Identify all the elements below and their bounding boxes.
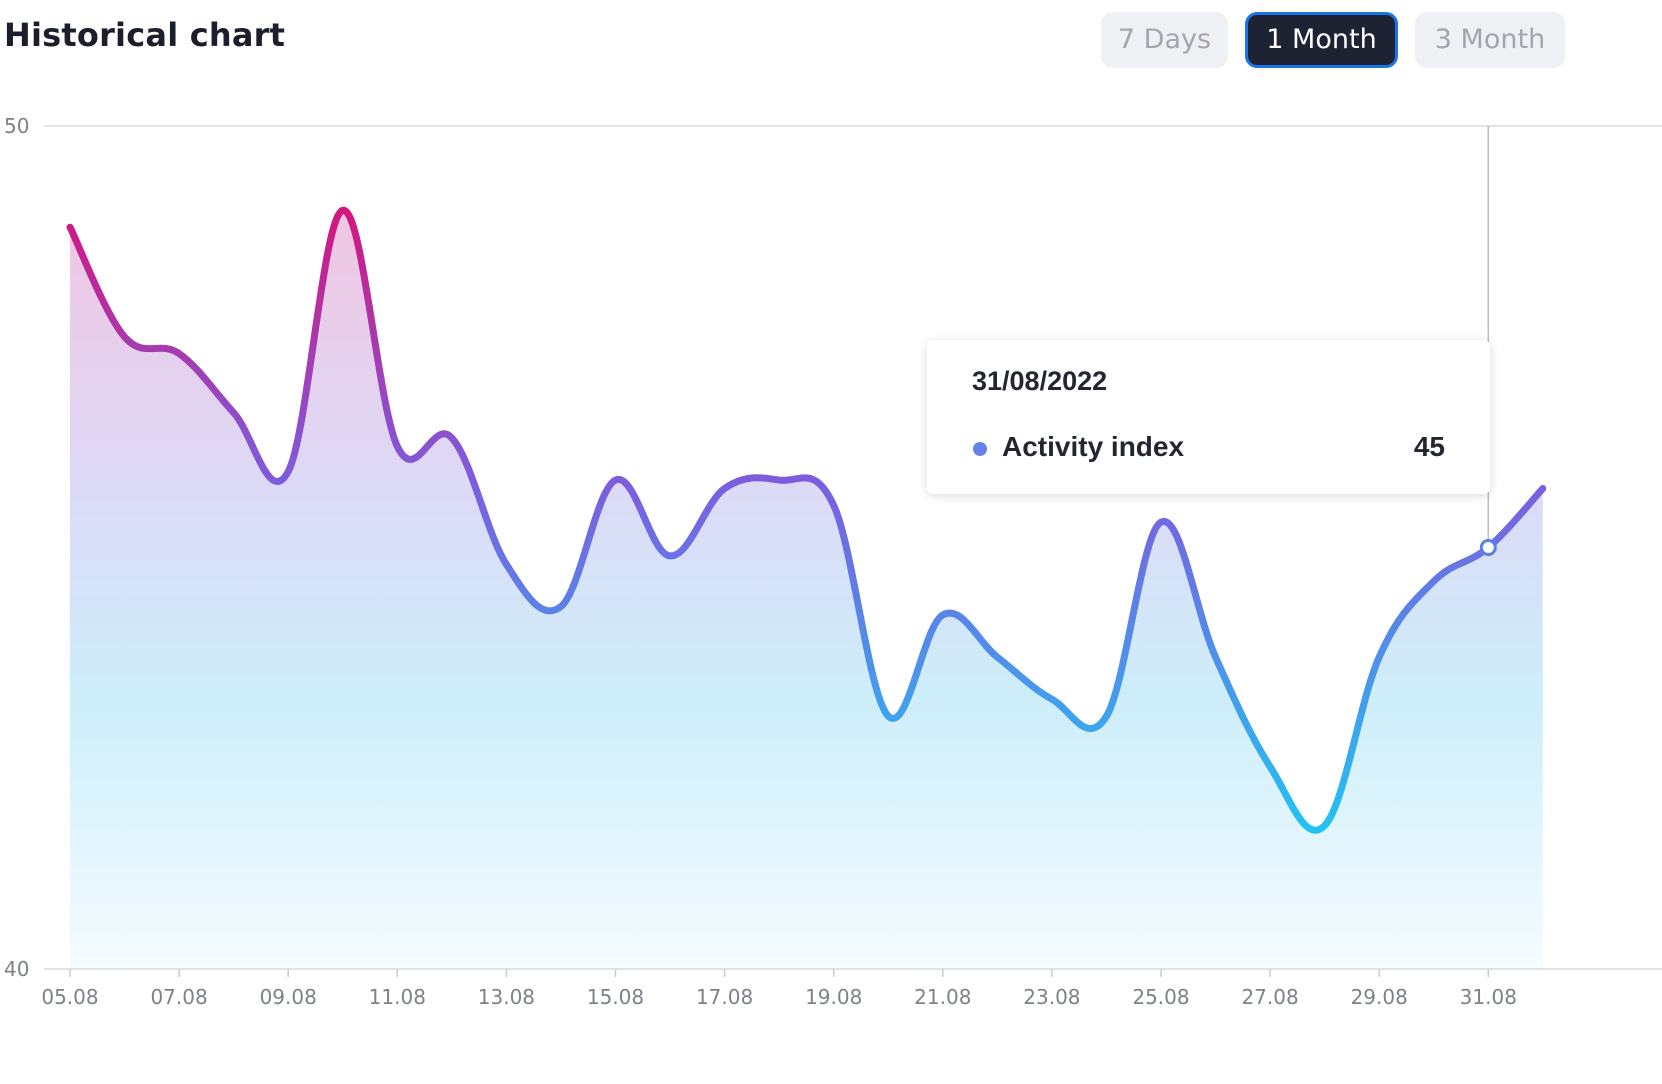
tooltip-value: 45 — [1413, 431, 1445, 462]
data-point-29.08[interactable] — [1376, 654, 1382, 660]
data-point-11.08[interactable] — [394, 443, 400, 449]
range-3-month-button[interactable]: 3 Month — [1415, 12, 1565, 68]
data-point-27.08[interactable] — [1267, 764, 1273, 770]
data-point-14.08[interactable] — [558, 604, 564, 610]
x-tick-label: 25.08 — [1132, 985, 1189, 1009]
data-point-28.08[interactable] — [1322, 823, 1328, 829]
data-point-25.08[interactable] — [1158, 519, 1164, 525]
data-point-22.08[interactable] — [994, 654, 1000, 660]
data-point-24.08[interactable] — [1103, 713, 1109, 719]
data-point-26.08[interactable] — [1213, 654, 1219, 660]
x-tick-label: 07.08 — [150, 985, 207, 1009]
x-tick-label: 19.08 — [805, 985, 862, 1009]
x-tick-label: 17.08 — [696, 985, 753, 1009]
data-point-17.08[interactable] — [722, 485, 728, 491]
x-tick-label: 27.08 — [1241, 985, 1298, 1009]
x-tick-label: 29.08 — [1351, 985, 1408, 1009]
x-tick-label: 05.08 — [41, 985, 98, 1009]
data-point-08.08[interactable] — [231, 410, 237, 416]
range-7-days-button[interactable]: 7 Days — [1101, 12, 1228, 68]
data-point-07.08[interactable] — [176, 351, 182, 357]
series-line-activity-index — [66, 206, 1547, 834]
data-point-05.08[interactable] — [67, 224, 73, 230]
data-point-13.08[interactable] — [503, 561, 509, 567]
x-tick-label: 11.08 — [369, 985, 426, 1009]
data-point-19.08[interactable] — [831, 502, 837, 508]
x-tick-label: 09.08 — [260, 985, 317, 1009]
x-tick-label: 21.08 — [914, 985, 971, 1009]
range-1-month-button[interactable]: 1 Month — [1245, 12, 1398, 68]
series-area-fill — [70, 210, 1543, 969]
data-point-20.08[interactable] — [885, 713, 891, 719]
y-tick-label: 50 — [4, 114, 29, 138]
tooltip-series-name: Activity index — [1002, 431, 1185, 462]
y-tick-label: 40 — [4, 957, 29, 981]
x-tick-label: 15.08 — [587, 985, 644, 1009]
x-tick-label: 31.08 — [1460, 985, 1517, 1009]
data-point-23.08[interactable] — [1049, 696, 1055, 702]
tooltip-date: 31/08/2022 — [972, 366, 1108, 396]
x-tick-label: 23.08 — [1023, 985, 1080, 1009]
page-title: Historical chart — [4, 16, 286, 54]
data-tooltip: 31/08/2022 Activity index 45 — [927, 340, 1490, 494]
data-point-01.09[interactable] — [1540, 485, 1546, 491]
data-point-21.08[interactable] — [940, 612, 946, 618]
series-color-dot — [973, 442, 987, 456]
data-point-06.08[interactable] — [122, 334, 128, 340]
data-point-09.08[interactable] — [285, 469, 291, 475]
data-point-16.08[interactable] — [667, 553, 673, 559]
highlight-point-marker — [1479, 539, 1497, 556]
data-point-30.08[interactable] — [1431, 578, 1437, 584]
x-tick-label: 13.08 — [478, 985, 535, 1009]
data-point-15.08[interactable] — [613, 477, 619, 483]
data-point-18.08[interactable] — [776, 477, 782, 483]
data-point-10.08[interactable] — [340, 207, 346, 213]
data-point-12.08[interactable] — [449, 435, 455, 441]
